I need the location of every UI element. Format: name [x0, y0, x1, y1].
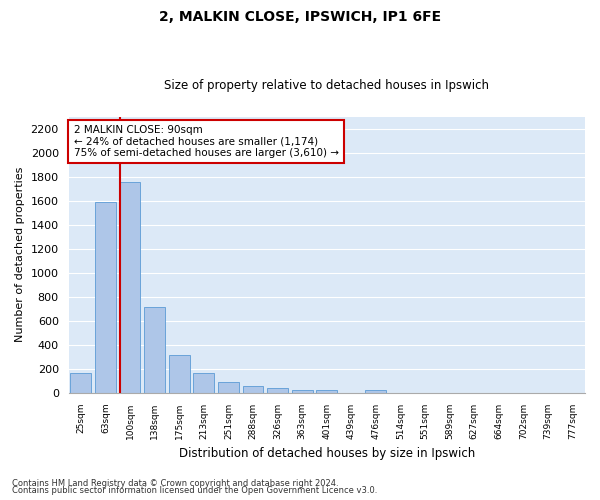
Text: 2 MALKIN CLOSE: 90sqm
← 24% of detached houses are smaller (1,174)
75% of semi-d: 2 MALKIN CLOSE: 90sqm ← 24% of detached …: [74, 125, 338, 158]
Bar: [365, 390, 386, 392]
Title: Size of property relative to detached houses in Ipswich: Size of property relative to detached ho…: [164, 79, 489, 92]
Text: Contains public sector information licensed under the Open Government Licence v3: Contains public sector information licen…: [12, 486, 377, 495]
Bar: [169, 355, 190, 393]
Bar: [242, 386, 263, 392]
Bar: [70, 374, 91, 392]
Text: Contains HM Land Registry data © Crown copyright and database right 2024.: Contains HM Land Registry data © Crown c…: [12, 478, 338, 488]
Bar: [95, 202, 116, 392]
X-axis label: Distribution of detached houses by size in Ipswich: Distribution of detached houses by size …: [179, 447, 475, 460]
Bar: [292, 390, 313, 392]
Bar: [119, 182, 140, 392]
Text: 2, MALKIN CLOSE, IPSWICH, IP1 6FE: 2, MALKIN CLOSE, IPSWICH, IP1 6FE: [159, 10, 441, 24]
Bar: [193, 374, 214, 392]
Y-axis label: Number of detached properties: Number of detached properties: [15, 167, 25, 342]
Bar: [144, 308, 165, 392]
Bar: [267, 388, 288, 392]
Bar: [218, 382, 239, 392]
Bar: [316, 390, 337, 392]
